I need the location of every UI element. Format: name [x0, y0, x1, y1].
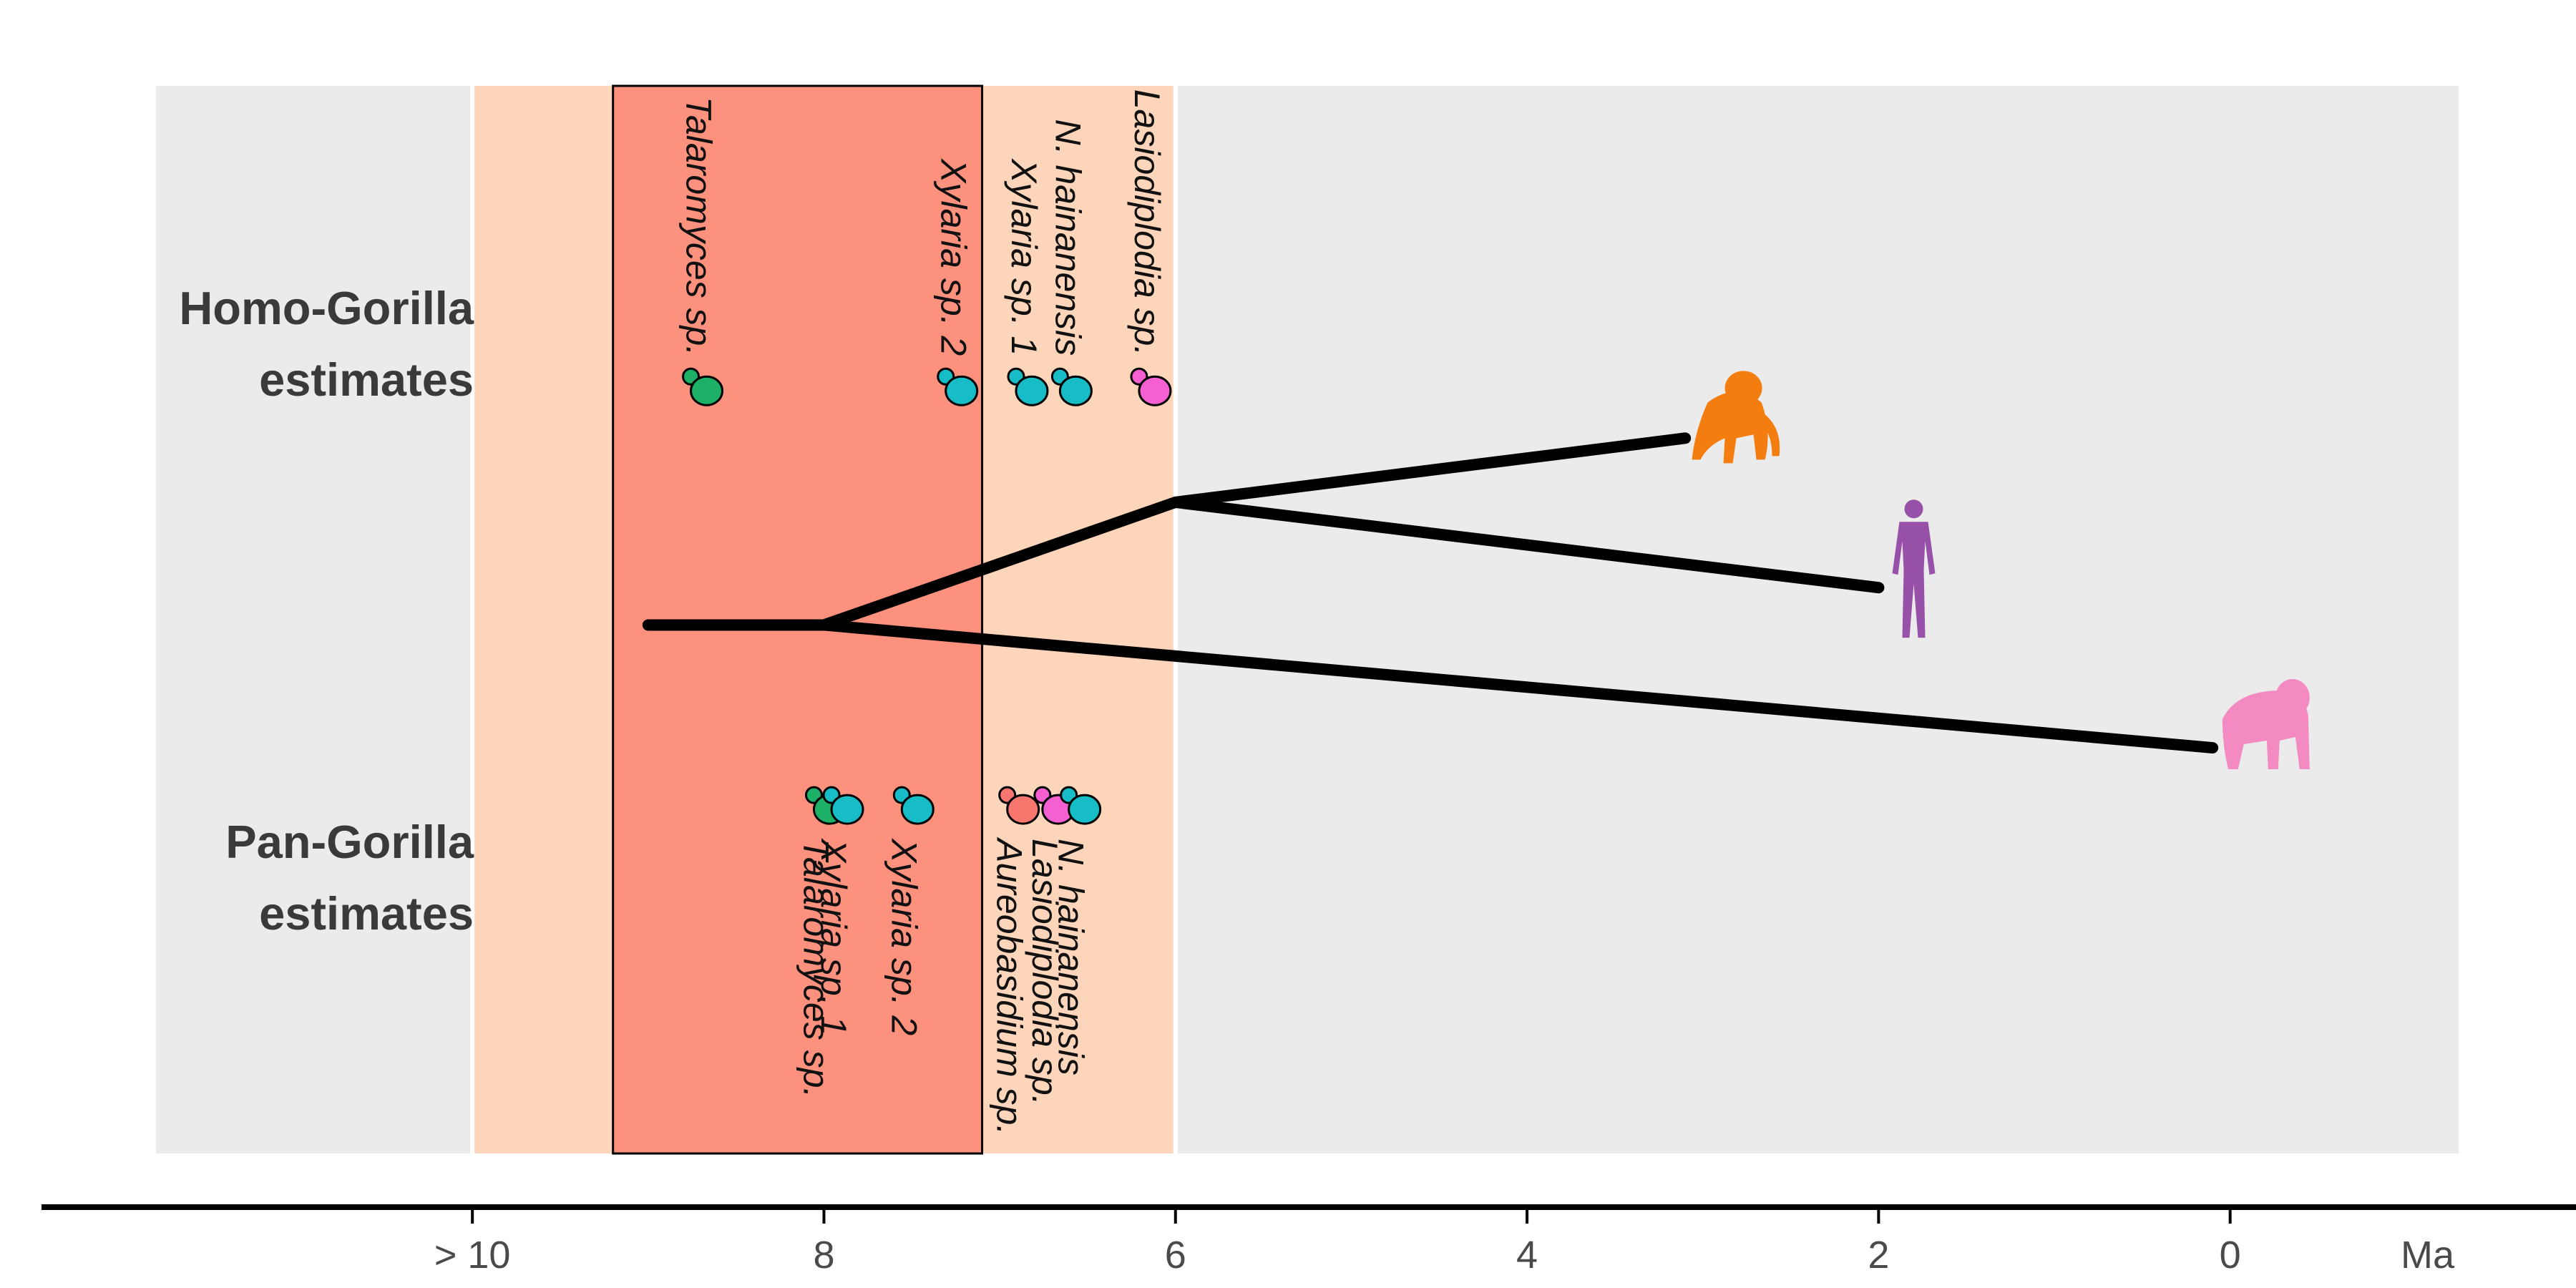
- x-axis: > 10 8 6 4 2 0 Ma: [42, 1204, 2576, 1277]
- row-label-homo-line1: Homo-Gorilla: [179, 282, 474, 334]
- taxon-label-homo: Talaromyces sp.: [679, 97, 719, 356]
- taxon-label-pan: Xylaria sp. 1: [814, 838, 854, 1035]
- x-tick-label: 6: [1165, 1234, 1186, 1277]
- x-tick-label: 2: [1868, 1234, 1889, 1277]
- fungus-icon: [1007, 367, 1049, 406]
- fungus-icon: [937, 367, 979, 406]
- species-icons: [1692, 371, 2310, 770]
- taxon-label-pan: Lasiodiplodia sp.: [1025, 839, 1065, 1106]
- orangutan-branch: [1169, 432, 1692, 508]
- human-icon: [1892, 499, 1936, 638]
- fungus-icon: [1130, 367, 1172, 406]
- row-label-pan-line2: estimates: [259, 887, 474, 940]
- phylogeny-tree: [642, 432, 2219, 754]
- human-branch: [1169, 496, 1885, 594]
- x-axis-unit-label: Ma: [2401, 1234, 2455, 1277]
- x-tick-label: 0: [2220, 1234, 2241, 1277]
- row-labels: Homo-Gorilla estimates Pan-Gorilla estim…: [179, 282, 474, 940]
- fungal-estimates: Talaromyces sp. Xylaria sp. 2 Xylaria sp. …: [679, 89, 1172, 1135]
- fungus-icon: [892, 786, 935, 825]
- fungus-icon: [1050, 367, 1093, 406]
- taxon-label-pan: Xylaria sp. 2: [884, 838, 924, 1035]
- orangutan-icon: [1692, 371, 1780, 464]
- row-label-pan-line1: Pan-Gorilla: [225, 816, 474, 868]
- fungus-icon: [998, 786, 1040, 825]
- taxon-label-homo: Xylaria sp. 1: [1004, 158, 1044, 356]
- x-tick-label: 4: [1516, 1234, 1538, 1277]
- x-tick-label: 8: [813, 1234, 834, 1277]
- x-tick-label: > 10: [434, 1234, 511, 1277]
- taxon-label-pan: Talaromyces sp.: [796, 839, 836, 1098]
- fungus-icon: [682, 367, 724, 406]
- fungus-icon: [822, 786, 864, 825]
- taxon-label-homo: Xylaria sp. 2: [934, 158, 974, 356]
- row-label-homo-line2: estimates: [259, 353, 474, 406]
- taxon-label-homo: N. hainanensis: [1048, 119, 1088, 356]
- taxon-label-homo: Lasiodiplodia sp.: [1127, 89, 1167, 356]
- gorilla-branch: [818, 619, 2219, 754]
- inner-branch: [818, 496, 1181, 631]
- taxon-label-pan: N. hainanensis: [1051, 839, 1091, 1075]
- taxon-label-pan: Aureobasidium sp.: [990, 836, 1030, 1135]
- fungus-icon: [1060, 786, 1102, 825]
- gorilla-icon: [2222, 679, 2310, 770]
